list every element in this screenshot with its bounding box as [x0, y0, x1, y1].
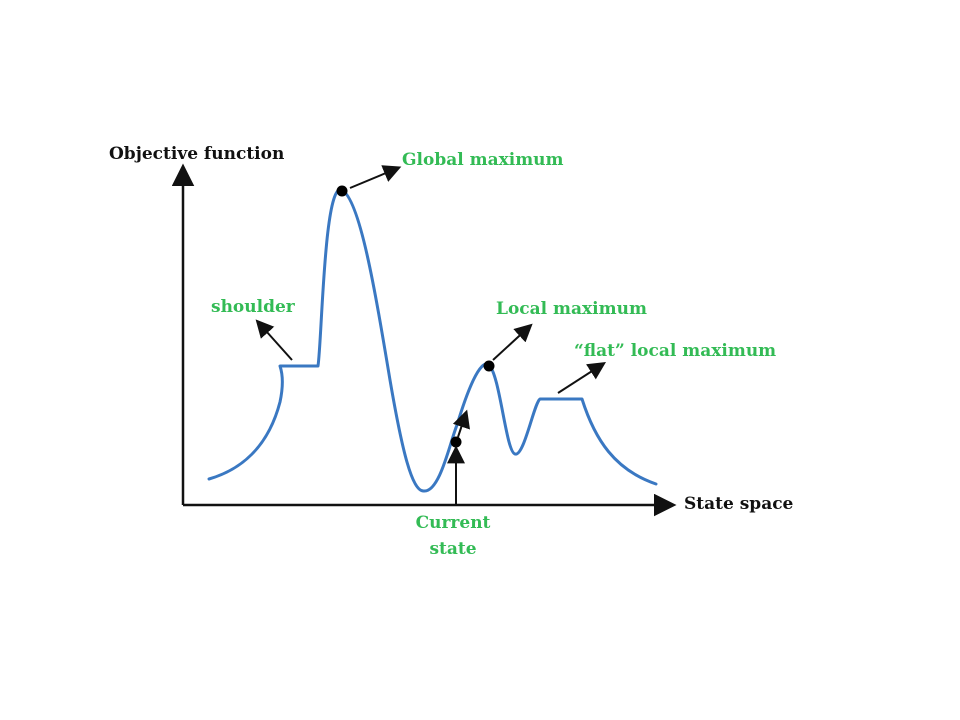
y-axis-label: Objective function	[109, 144, 284, 164]
global-maximum-point	[336, 185, 348, 197]
objective-function-curve	[207, 188, 658, 493]
flat-local-maximum-arrow	[557, 362, 607, 394]
global-maximum-arrow	[349, 165, 402, 189]
shoulder-label: shoulder	[211, 297, 296, 317]
global-maximum-label: Global maximum	[402, 150, 564, 170]
current-state-label-line1: Current	[416, 513, 491, 533]
local-maximum-arrow	[492, 323, 533, 361]
uphill-direction-arrow	[452, 409, 470, 438]
current-state-label-line2: state	[429, 539, 476, 559]
flat-local-maximum-label: “flat” local maximum	[574, 341, 776, 361]
shoulder-arrow	[255, 319, 293, 361]
current-state-point	[450, 436, 462, 448]
local-maximum-label: Local maximum	[496, 299, 647, 319]
x-axis-label: State space	[684, 494, 794, 514]
local-maximum-point	[483, 360, 495, 372]
